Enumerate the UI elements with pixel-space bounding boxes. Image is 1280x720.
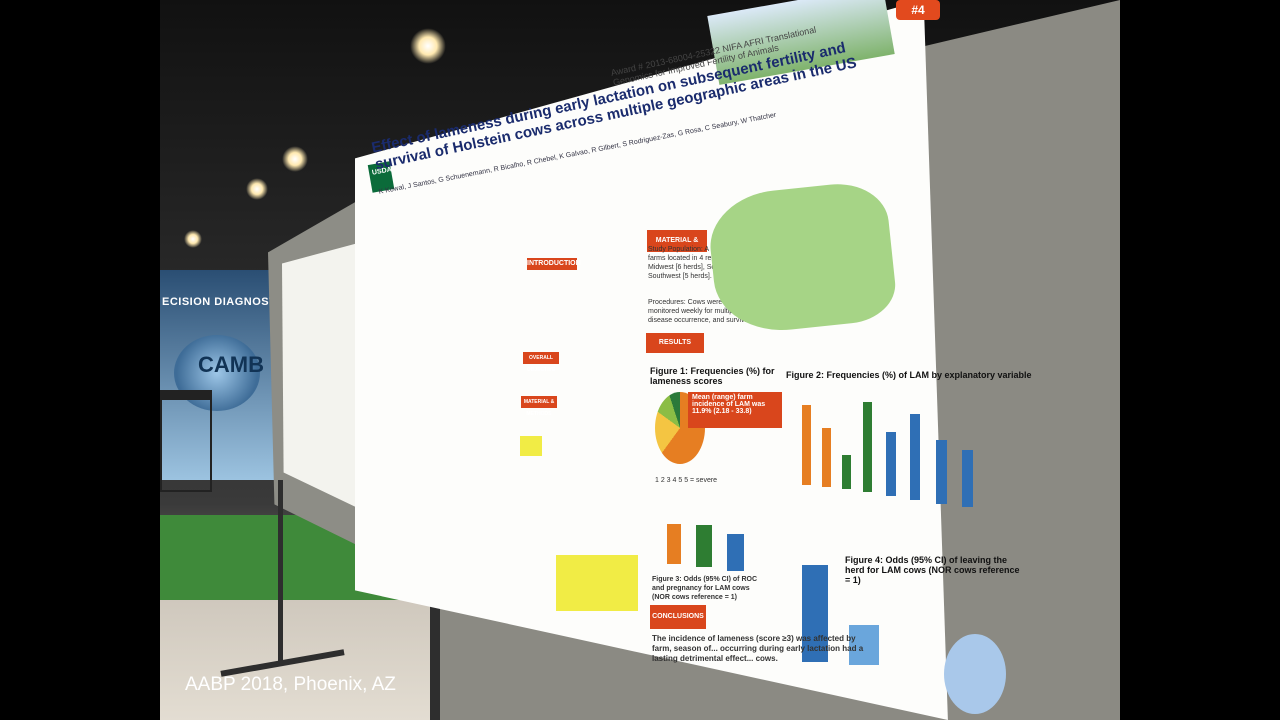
fig2-bar-southeast	[936, 440, 947, 504]
ceiling-light	[282, 146, 308, 172]
fig2-bar-winter	[802, 405, 811, 485]
fig3-bar-preg1	[696, 525, 712, 567]
fig2-bar-primiparous	[842, 455, 851, 489]
director-chair	[160, 390, 212, 492]
ceiling-light	[246, 178, 268, 200]
fig2-bar-midwest	[910, 414, 920, 500]
photo-caption: AABP 2018, Phoenix, AZ	[185, 674, 396, 695]
conclusion-text: The incidence of lameness (score ≥3) was…	[652, 634, 864, 663]
fig2-bar-northeast	[886, 432, 896, 496]
fig3-bar-preg2	[727, 534, 744, 571]
figure-1-legend: 1 2 3 4 5 5 = severe	[655, 477, 718, 484]
ceiling-light	[184, 230, 202, 248]
figure-2-title: Figure 2: Frequencies (%) of LAM by expl…	[786, 370, 1032, 380]
section-methods-left: MATERIAL & METHODS	[521, 396, 557, 417]
ceiling-light	[410, 28, 446, 64]
fig3-bar-roc	[667, 524, 681, 564]
fig4-bar-late	[849, 625, 879, 665]
booth-sign: ECISION DIAGNOSTICS	[162, 296, 297, 308]
fig2-bar-southwest	[962, 450, 973, 507]
figure-4-title: Figure 4: Odds (95% CI) of leaving the h…	[845, 555, 1020, 585]
cow-id-tag	[944, 634, 1006, 714]
booth-logo-text: CAMB	[198, 352, 264, 377]
stand-leg	[278, 480, 283, 665]
section-material-methods: MATERIAL & METHODS	[647, 230, 707, 266]
section-introduction: INTRODUCTION	[527, 258, 581, 270]
figure-1-title: Figure 1: Frequencies (%) for lameness s…	[650, 366, 775, 386]
poster-number-badge: #4	[896, 0, 940, 20]
section-results: RESULTS	[646, 333, 704, 353]
fig2-bar-multiparous	[863, 402, 872, 492]
highlight-box	[556, 555, 638, 611]
highlight-box	[520, 436, 542, 456]
figure-1-callout: Mean (range) farm incidence of LAM was 1…	[688, 392, 782, 428]
section-conclusions: CONCLUSIONS	[650, 605, 706, 629]
section-overall-objective: OVERALL OBJECTIVE	[523, 352, 559, 373]
fig4-bar-early	[802, 565, 828, 662]
figure-3-title: Figure 3: Odds (95% CI) of ROC and pregn…	[652, 576, 758, 601]
fig2-bar-summer	[822, 428, 831, 487]
poster-left	[282, 242, 362, 510]
